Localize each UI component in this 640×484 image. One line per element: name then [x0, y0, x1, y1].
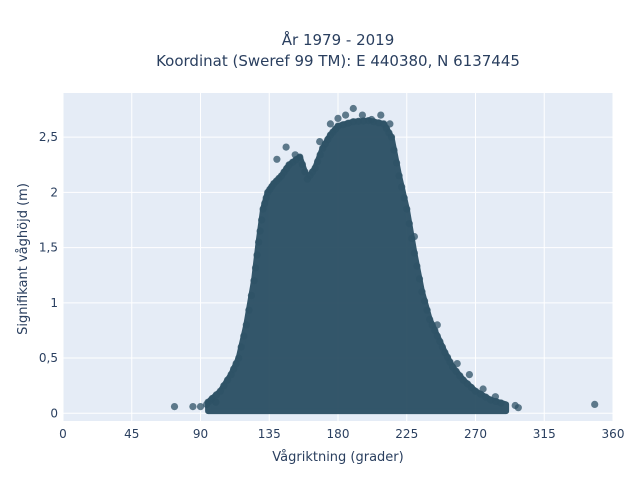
- y-tick-label: 1: [50, 296, 58, 310]
- scatter-point: [438, 343, 446, 351]
- scatter-point: [232, 360, 240, 368]
- scatter-point: [413, 262, 421, 270]
- scatter-point: [259, 205, 267, 213]
- x-axis-title: Vågriktning (grader): [272, 450, 403, 465]
- scatter-point: [358, 111, 366, 119]
- scatter-point: [251, 264, 260, 272]
- scatter-point: [334, 114, 342, 122]
- scatter-point: [423, 306, 431, 314]
- scatter-point: [410, 249, 418, 257]
- scatter-point: [431, 326, 439, 334]
- scatter-point: [282, 143, 290, 151]
- scatter-point: [479, 385, 487, 393]
- scatter-point: [387, 133, 396, 141]
- scatter-point: [400, 194, 408, 202]
- scatter-point: [223, 376, 232, 384]
- scatter-point: [465, 371, 473, 379]
- scatter-point: [393, 159, 401, 167]
- scatter-point: [314, 157, 322, 166]
- x-tick-label: 0: [59, 427, 67, 441]
- scatter-point: [250, 277, 258, 285]
- scatter-point: [368, 115, 376, 124]
- y-tick-label: 1,5: [39, 241, 58, 255]
- x-tick-label: 135: [258, 427, 281, 441]
- x-tick-label: 360: [602, 427, 625, 441]
- scatter-point: [203, 400, 211, 408]
- scatter-point: [189, 403, 197, 411]
- scatter-point: [405, 220, 413, 228]
- scatter-point: [256, 227, 264, 235]
- scatter-point: [497, 399, 505, 407]
- scatter-point: [342, 111, 350, 119]
- scatter-point: [410, 233, 418, 241]
- scatter-point: [421, 297, 429, 305]
- scatter-point: [311, 164, 319, 172]
- scatter-point: [247, 291, 255, 300]
- scatter-point: [403, 205, 411, 213]
- y-tick-label: 2: [50, 185, 58, 199]
- scatter-point: [273, 155, 281, 163]
- scatter-point: [436, 337, 444, 346]
- scatter-point: [377, 111, 385, 119]
- scatter-point: [230, 365, 238, 373]
- scatter-point: [227, 371, 235, 379]
- y-tick-label: 0,5: [39, 351, 58, 365]
- scatter-point: [196, 403, 205, 411]
- y-axis-title: Signifikant våghöjd (m): [16, 183, 31, 335]
- scatter-point: [240, 332, 248, 340]
- scatter-point: [418, 288, 426, 296]
- scatter-point: [426, 315, 434, 323]
- scatter-point: [428, 321, 436, 329]
- scatter-point: [591, 400, 599, 408]
- scatter-point: [245, 306, 253, 314]
- x-tick-label: 315: [533, 427, 556, 441]
- x-tick-label: 225: [395, 427, 418, 441]
- scatter-point: [291, 151, 299, 159]
- scatter-point: [253, 251, 261, 259]
- scatter-point: [242, 321, 250, 329]
- y-tick-label: 0: [50, 406, 58, 420]
- scatter-point: [220, 382, 228, 390]
- scatter-point: [453, 360, 461, 368]
- scatter-point: [258, 216, 266, 224]
- scatter-point: [390, 146, 398, 154]
- scatter-point: [349, 104, 357, 113]
- scatter-point: [301, 168, 309, 176]
- scatter-point: [514, 404, 522, 412]
- x-tick-label: 45: [124, 427, 139, 441]
- scatter-point: [395, 172, 403, 180]
- scatter-point: [354, 117, 362, 125]
- scatter-point: [170, 403, 179, 411]
- scatter-point: [386, 120, 394, 128]
- scatter-point: [237, 343, 245, 351]
- x-tick-label: 180: [327, 427, 350, 441]
- scatter-point: [216, 387, 224, 395]
- scatter-point: [255, 238, 263, 246]
- scatter-point: [433, 321, 441, 329]
- y-tick-label: 2,5: [39, 130, 58, 144]
- scatter-point: [316, 138, 324, 146]
- chart-title-line-2: Koordinat (Sweref 99 TM): E 440380, N 61…: [156, 52, 520, 70]
- x-tick-label: 270: [464, 427, 487, 441]
- scatter-point: [398, 183, 406, 191]
- scatter-point: [491, 393, 499, 401]
- scatter-point: [316, 151, 324, 159]
- scatter-point: [433, 332, 441, 340]
- scatter-point: [326, 120, 334, 128]
- scatter-point: [262, 194, 270, 202]
- data-layer: [170, 104, 599, 415]
- plot-area: 0 45 90 135 180 225 270 315 360 0 0,5 1 1,5 2 2,5: [39, 93, 625, 441]
- scatter-point: [212, 398, 220, 406]
- chart-title-line-1: År 1979 - 2019: [282, 30, 395, 49]
- scatter-point: [415, 275, 424, 283]
- scatter-point: [298, 160, 306, 168]
- scatter-point: [235, 354, 243, 362]
- scatter-point: [261, 199, 269, 207]
- x-tick-label: 90: [193, 427, 208, 441]
